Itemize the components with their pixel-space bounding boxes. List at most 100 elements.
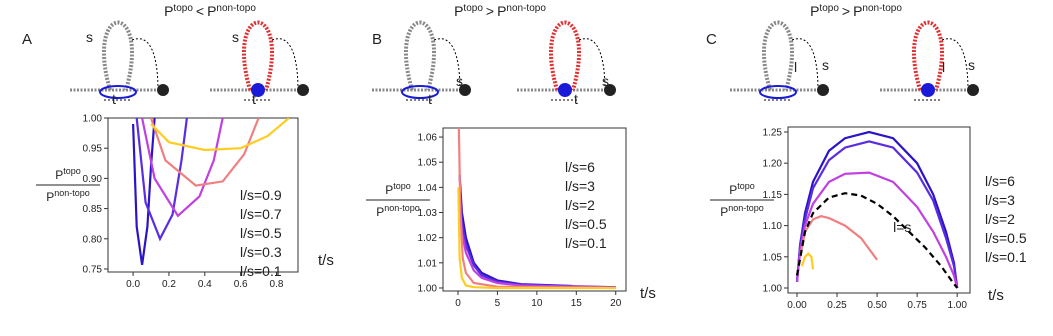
y-tick-label: 0.80	[83, 234, 103, 245]
x-tick-label: 0.4	[198, 279, 212, 290]
series-line	[795, 130, 959, 289]
diagram-label: s	[232, 29, 239, 45]
caption-part: P	[207, 3, 216, 19]
legend-entry: l/s=0.5	[565, 216, 607, 232]
y-label-denominator: Pnon-topo	[720, 203, 764, 219]
caption-part: <	[196, 3, 204, 19]
diagram-label: l	[942, 59, 945, 75]
diagram-caption: Ptopo > Pnon-topo	[454, 3, 546, 19]
legend-entry: l/s=0.1	[565, 235, 607, 251]
legend-entry: l/s=0.1	[985, 249, 1027, 265]
diagram-label: s	[822, 57, 829, 73]
panel-letter: B	[372, 31, 382, 48]
x-tick-label: 20	[610, 298, 622, 309]
y-tick-label: 0.75	[83, 264, 103, 275]
loop	[549, 20, 581, 91]
series-line	[149, 118, 260, 187]
x-tick-label: 0.2	[162, 279, 176, 290]
caption-part: >	[486, 3, 494, 19]
caption-part: P	[853, 3, 862, 19]
y-tick-label: 1.02	[418, 233, 438, 244]
end-dot	[459, 84, 471, 96]
x-tick-label: 0.00	[787, 300, 807, 311]
caption-part: topo	[173, 3, 193, 14]
arrow-path	[941, 38, 969, 93]
y-label-part: non-topo	[384, 203, 420, 213]
x-tick-label: 0.0	[126, 279, 140, 290]
loop	[242, 20, 274, 91]
legend-entry: l/s=3	[565, 178, 595, 194]
y-label-part: non-topo	[728, 203, 764, 213]
caption-part: non-topo	[506, 3, 546, 14]
y-label-part: P	[376, 205, 384, 219]
diagram-caption: Ptopo > Pnon-topo	[810, 3, 902, 19]
loop	[912, 20, 944, 91]
x-axis-label: t/s	[988, 287, 1004, 304]
diagram-label: s	[456, 73, 463, 89]
y-label-numerator: Ptopo	[729, 181, 755, 197]
y-label-part: non-topo	[54, 188, 90, 198]
legend-entry: l/s=0.5	[985, 230, 1027, 246]
series-line	[141, 118, 224, 218]
x-tick-label: 0	[455, 298, 461, 309]
y-tick-label: 0.95	[83, 144, 103, 155]
loop	[404, 20, 436, 91]
y-label-numerator: Ptopo	[385, 181, 411, 197]
series-line	[799, 215, 878, 261]
x-tick-label: 10	[531, 298, 543, 309]
arrow-path	[433, 38, 461, 93]
series-line	[150, 118, 290, 152]
y-label-denominator: Pnon-topo	[46, 188, 90, 204]
ring	[401, 85, 439, 99]
y-tick-label: 1.04	[418, 183, 438, 194]
anchor-dot	[921, 83, 935, 97]
x-axis-label: t/s	[640, 285, 656, 302]
caption-part: non-topo	[862, 3, 902, 14]
end-dot	[967, 84, 979, 96]
y-label-part: P	[46, 190, 54, 204]
caption-part: non-topo	[216, 3, 256, 14]
diagram-label: s	[968, 57, 975, 73]
series-line	[457, 128, 616, 290]
y-label-numerator: Ptopo	[55, 166, 81, 182]
x-tick-label: 0.75	[907, 300, 927, 311]
y-tick-label: 1.10	[763, 221, 783, 232]
diagram-label: s	[86, 29, 93, 45]
series-line	[795, 192, 959, 289]
anchor-dot	[251, 83, 265, 97]
legend-entry: l/s=0.7	[240, 206, 282, 222]
caption-part: P	[164, 3, 173, 19]
legend-entry: l/s=2	[985, 211, 1015, 227]
x-tick-label: 0.50	[867, 300, 887, 311]
x-tick-label: 15	[571, 298, 583, 309]
caption-part: topo	[463, 3, 483, 14]
y-tick-label: 1.05	[418, 158, 438, 169]
caption-part: >	[842, 3, 850, 19]
panel-letter: A	[22, 31, 32, 48]
caption-part: P	[810, 3, 819, 19]
legend-entry: l/s=0.3	[240, 244, 282, 260]
arrow-path	[791, 38, 819, 93]
annotation: l=s	[893, 219, 911, 235]
series-line	[132, 118, 156, 265]
ring	[99, 85, 137, 99]
y-tick-label: 1.00	[418, 283, 438, 294]
panel-letter: C	[706, 31, 717, 48]
y-tick-label: 1.06	[418, 133, 438, 144]
arrow-path	[131, 38, 159, 93]
y-tick-label: 1.00	[763, 284, 783, 295]
y-tick-label: 0.85	[83, 204, 103, 215]
y-label-part: topo	[393, 181, 411, 191]
x-axis-label: t/s	[318, 252, 334, 269]
x-tick-label: 5	[495, 298, 501, 309]
legend-entry: l/s=0.1	[240, 263, 282, 279]
end-dot	[817, 84, 829, 96]
ring	[759, 85, 797, 99]
series-line	[135, 118, 188, 242]
caption-part: topo	[819, 3, 839, 14]
y-tick-label: 1.20	[763, 159, 783, 170]
y-label-part: P	[729, 183, 737, 197]
series-line	[457, 187, 616, 290]
caption-part: P	[497, 3, 506, 19]
